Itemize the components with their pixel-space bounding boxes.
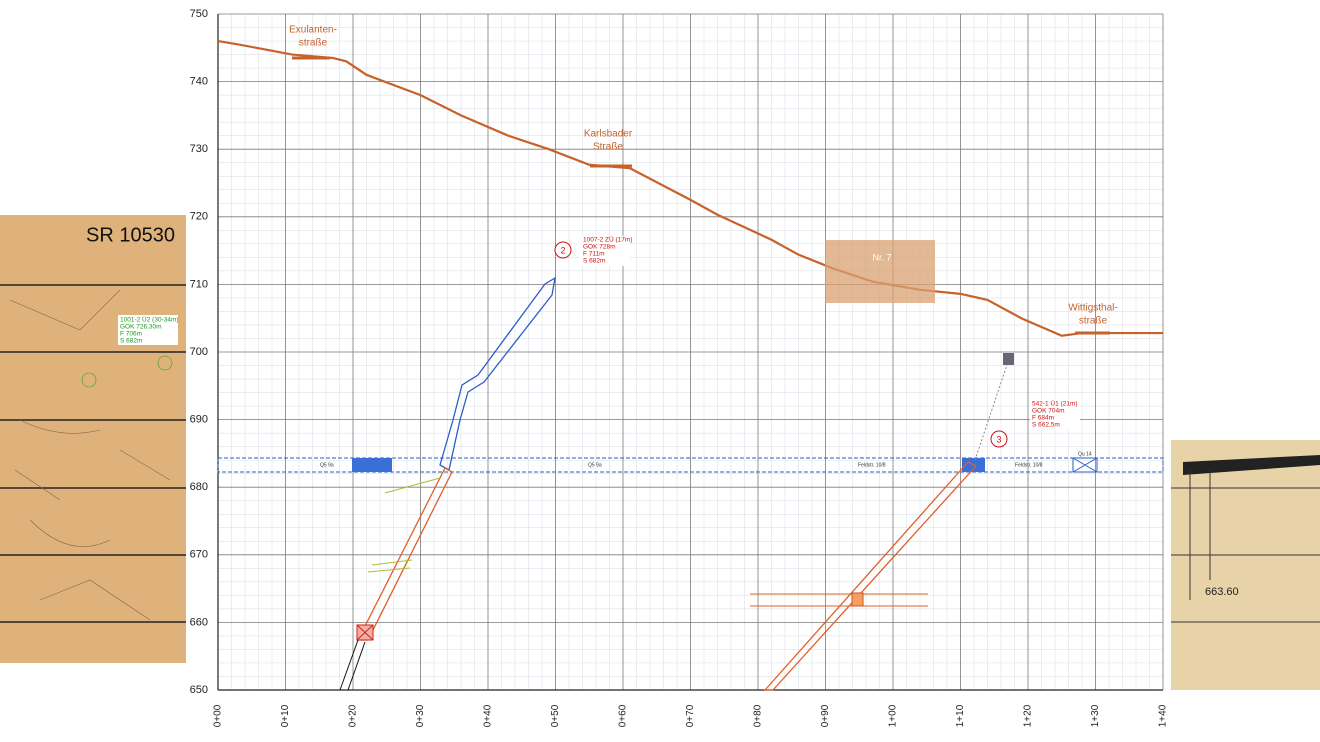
inset-bg <box>0 215 186 663</box>
street-mark <box>292 56 1110 335</box>
note-box <box>1030 400 1080 430</box>
note-box <box>118 315 178 345</box>
borehole-note: S 662,5m <box>1032 422 1060 429</box>
zone-box <box>825 240 935 303</box>
street-label: Wittigsthal- <box>1068 303 1117 314</box>
inset-bg <box>1171 440 1320 690</box>
inset-lines <box>1171 470 1320 623</box>
terrain-line <box>217 39 1163 337</box>
x-tick-label: 0+70 <box>685 704 696 727</box>
y-tick-label: 700 <box>190 346 208 358</box>
borehole-note: 1007-2 ZÜ (17m) <box>583 236 633 244</box>
x-tick-label: 0+00 <box>213 704 224 727</box>
y-tick-label: 750 <box>190 8 208 20</box>
inset-title: SR 10530 <box>86 224 175 246</box>
x-tick-label: 1+30 <box>1090 704 1101 727</box>
borehole-note: 542-1 Ü1 (21m) <box>1032 400 1078 408</box>
y-tick-label: 720 <box>190 211 208 223</box>
y-tick-label: 650 <box>190 684 208 696</box>
inset-note: GOK 726.30m <box>120 324 162 331</box>
gallery-block <box>1072 457 1098 473</box>
x-tick-label: 0+50 <box>550 704 561 727</box>
x-tick-label: 0+10 <box>280 704 291 727</box>
shaft-box <box>851 592 864 607</box>
shaft <box>356 467 453 641</box>
y-tick-label: 740 <box>190 76 208 88</box>
gallery-label: Feldstr. 10/8 <box>1015 462 1043 468</box>
y-tick-label: 660 <box>190 616 208 628</box>
street-label: straße <box>299 38 328 49</box>
gallery-block <box>352 458 392 472</box>
shaft <box>763 461 978 691</box>
x-tick-label: 1+40 <box>1158 704 1169 727</box>
aux-line <box>367 477 441 573</box>
x-tick-label: 1+10 <box>955 704 966 727</box>
gallery-label: Feldstr. 10/8 <box>858 462 886 468</box>
note-box <box>580 236 630 266</box>
shaft <box>339 639 366 691</box>
x-tick-label: 0+90 <box>820 704 831 727</box>
gallery-label: Q5 9a <box>320 462 334 468</box>
inset-sketch <box>9 289 173 621</box>
cross-gallery <box>750 593 928 607</box>
gallery-label: Qu 14 <box>1078 451 1092 457</box>
shaft <box>439 276 556 471</box>
borehole-note: F 711m <box>583 251 605 258</box>
y-tick-label: 680 <box>190 481 208 493</box>
labels: Exulanten- straße Karlsbader Straße Witt… <box>289 25 1118 469</box>
x-tick-label: 0+20 <box>348 704 359 727</box>
marker-label: 2 <box>560 245 565 255</box>
inset-note: F 706m <box>120 331 142 338</box>
marker <box>990 430 1008 448</box>
street-label: Karlsbader <box>584 129 633 140</box>
borehole-note: S 682m <box>583 258 605 265</box>
borehole-note: F 684m <box>1032 415 1054 422</box>
street-label: Straße <box>593 142 623 153</box>
y-tick-label: 730 <box>190 143 208 155</box>
aux-line <box>974 361 1009 461</box>
aux-box <box>1003 353 1014 365</box>
inset-lines <box>0 284 186 623</box>
left-inset: SR 10530 1001-2 Ü2 (30-34m) GOK 726.30m … <box>0 215 186 663</box>
x-tick-label: 0+80 <box>753 704 764 727</box>
gallery <box>217 457 1164 473</box>
y-tick-label: 670 <box>190 549 208 561</box>
features: Nr. 7 <box>217 56 1164 691</box>
zone-label: Nr. 7 <box>872 252 891 262</box>
inset-note: 1001-2 Ü2 (30-34m) <box>120 316 179 324</box>
shaft-box <box>356 624 374 641</box>
y-tick-label: 710 <box>190 278 208 290</box>
inset-note: S 682m <box>120 338 142 345</box>
plot: 650 660 670 680 690 700 710 720 730 740 750 0+00 0+1… <box>190 8 1169 727</box>
gallery-label: Q5 9a <box>588 462 602 468</box>
inset-band <box>1183 455 1320 475</box>
street-label: Exulanten- <box>289 25 337 36</box>
street-label: straße <box>1079 316 1108 327</box>
borehole-note: GOK 704m <box>1032 408 1065 415</box>
x-tick-label: 0+60 <box>618 704 629 727</box>
marker-label: 3 <box>996 434 1001 444</box>
borehole-note: GOK 728m <box>583 244 616 251</box>
x-tick-label: 0+30 <box>415 704 426 727</box>
x-tick-label: 1+20 <box>1023 704 1034 727</box>
marker <box>554 241 572 259</box>
right-inset: 663.60 <box>1171 440 1320 690</box>
y-tick-label: 690 <box>190 414 208 426</box>
x-tick-label: 1+00 <box>888 704 899 727</box>
x-tick-label: 0+40 <box>483 704 494 727</box>
inset-note: 663.60 <box>1205 586 1239 598</box>
